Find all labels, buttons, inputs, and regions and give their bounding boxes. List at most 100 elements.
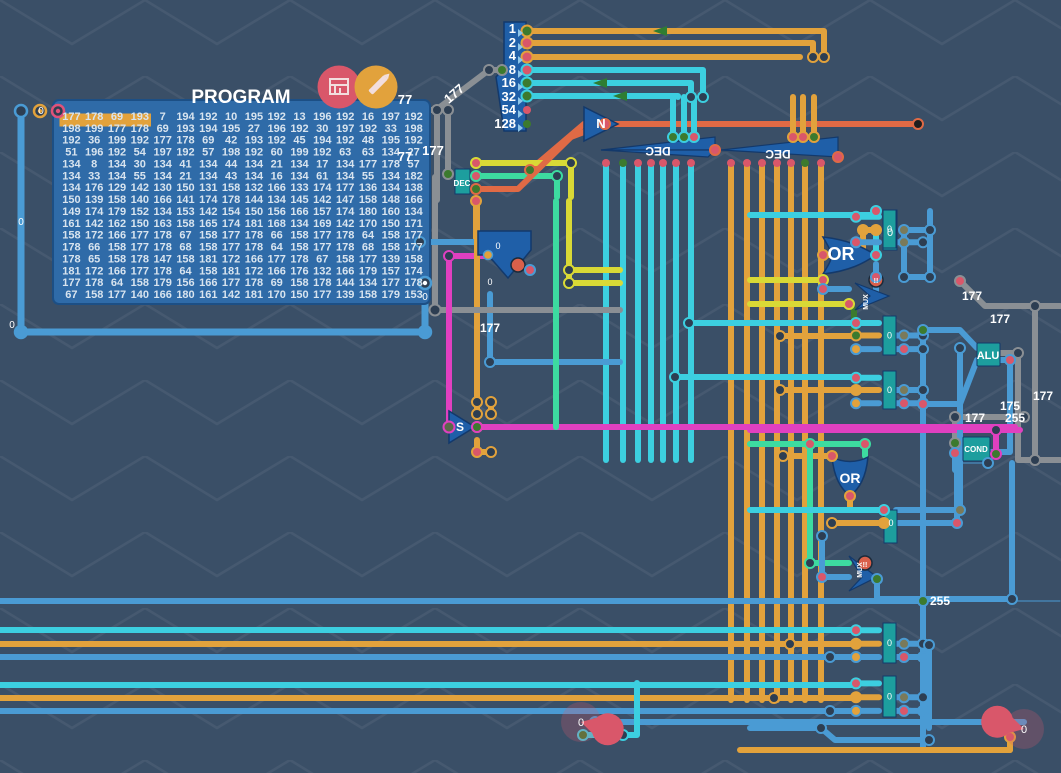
svg-text:0: 0 <box>887 385 892 395</box>
svg-text:195: 195 <box>245 111 263 123</box>
svg-text:0: 0 <box>578 717 584 729</box>
svg-text:196: 196 <box>85 147 103 159</box>
svg-text:196: 196 <box>313 111 331 123</box>
svg-text:10: 10 <box>225 111 237 123</box>
svg-text:166: 166 <box>404 194 422 206</box>
svg-text:1: 1 <box>509 21 516 36</box>
svg-text:180: 180 <box>359 206 377 218</box>
svg-text:136: 136 <box>359 182 377 194</box>
svg-text:134: 134 <box>404 206 423 218</box>
svg-text:178: 178 <box>131 253 149 265</box>
svg-text:199: 199 <box>85 123 103 135</box>
svg-text:149: 149 <box>62 206 80 218</box>
svg-text:192: 192 <box>313 147 331 159</box>
svg-text:134: 134 <box>290 170 309 182</box>
svg-text:178: 178 <box>313 277 331 289</box>
svg-text:132: 132 <box>313 265 331 277</box>
svg-text:192: 192 <box>336 111 354 123</box>
svg-text:158: 158 <box>359 194 377 206</box>
svg-text:DEC: DEC <box>454 179 471 188</box>
svg-text:OR: OR <box>840 470 861 486</box>
svg-text:145: 145 <box>290 194 308 206</box>
svg-text:172: 172 <box>85 265 103 277</box>
svg-text:178: 178 <box>131 123 149 135</box>
svg-text:192: 192 <box>199 111 217 123</box>
svg-text:174: 174 <box>222 218 241 230</box>
svg-text:255: 255 <box>1005 411 1025 425</box>
svg-text:177: 177 <box>62 111 80 123</box>
svg-text:68: 68 <box>179 242 191 254</box>
svg-text:178: 178 <box>222 194 240 206</box>
svg-text:154: 154 <box>222 206 241 218</box>
svg-text:178: 178 <box>176 135 194 147</box>
svg-text:OR: OR <box>828 244 855 264</box>
svg-text:195: 195 <box>382 135 400 147</box>
svg-text:!!: !! <box>863 562 868 569</box>
svg-text:64: 64 <box>111 277 124 289</box>
svg-text:199: 199 <box>108 135 126 147</box>
svg-text:0: 0 <box>887 692 892 702</box>
svg-text:192: 192 <box>131 135 149 147</box>
svg-text:158: 158 <box>108 242 126 254</box>
svg-text:158: 158 <box>199 265 217 277</box>
svg-text:69: 69 <box>202 135 214 147</box>
svg-text:177: 177 <box>965 411 985 425</box>
svg-text:166: 166 <box>336 265 354 277</box>
svg-text:192: 192 <box>404 135 422 147</box>
svg-text:158: 158 <box>85 289 103 301</box>
svg-text:166: 166 <box>108 265 126 277</box>
svg-text:158: 158 <box>176 218 194 230</box>
svg-text:134: 134 <box>62 182 81 194</box>
svg-text:178: 178 <box>62 242 80 254</box>
svg-text:7: 7 <box>160 111 166 123</box>
svg-text:!!: !! <box>874 278 879 285</box>
svg-text:177: 177 <box>962 289 982 303</box>
svg-text:177: 177 <box>313 242 331 254</box>
svg-text:199: 199 <box>290 147 308 159</box>
svg-text:134: 134 <box>62 159 81 171</box>
svg-text:179: 179 <box>382 289 400 301</box>
svg-text:152: 152 <box>131 206 149 218</box>
svg-text:156: 156 <box>268 206 286 218</box>
svg-text:172: 172 <box>85 230 103 242</box>
svg-text:192: 192 <box>268 135 286 147</box>
svg-text:68: 68 <box>362 242 374 254</box>
svg-text:169: 169 <box>313 218 331 230</box>
svg-text:64: 64 <box>362 230 375 242</box>
svg-text:134: 134 <box>245 170 264 182</box>
svg-text:178: 178 <box>336 230 354 242</box>
svg-text:4: 4 <box>509 48 517 63</box>
svg-text:177: 177 <box>382 277 400 289</box>
svg-text:166: 166 <box>268 265 286 277</box>
svg-text:36: 36 <box>88 135 100 147</box>
svg-text:177: 177 <box>404 230 422 242</box>
svg-text:158: 158 <box>222 182 240 194</box>
svg-text:192: 192 <box>290 123 308 135</box>
svg-text:43: 43 <box>225 170 237 182</box>
svg-text:178: 178 <box>154 242 172 254</box>
svg-text:177: 177 <box>131 242 149 254</box>
svg-text:0: 0 <box>888 518 893 528</box>
svg-text:51: 51 <box>65 147 77 159</box>
svg-text:158: 158 <box>108 253 126 265</box>
svg-text:178: 178 <box>154 265 172 277</box>
svg-text:197: 197 <box>154 147 172 159</box>
svg-text:141: 141 <box>176 194 194 206</box>
svg-text:63: 63 <box>339 147 351 159</box>
svg-text:174: 174 <box>313 182 332 194</box>
svg-text:178: 178 <box>154 230 172 242</box>
svg-text:193: 193 <box>245 135 263 147</box>
svg-text:21: 21 <box>271 159 283 171</box>
svg-text:45: 45 <box>293 135 305 147</box>
svg-text:65: 65 <box>88 253 100 265</box>
svg-text:160: 160 <box>382 206 400 218</box>
svg-text:178: 178 <box>85 277 103 289</box>
svg-text:134: 134 <box>154 206 173 218</box>
svg-text:27: 27 <box>248 123 260 135</box>
svg-text:196: 196 <box>268 123 286 135</box>
svg-text:66: 66 <box>271 230 283 242</box>
svg-text:S: S <box>456 420 464 434</box>
svg-text:134: 134 <box>359 277 378 289</box>
svg-text:134: 134 <box>336 159 355 171</box>
svg-text:134: 134 <box>382 182 401 194</box>
